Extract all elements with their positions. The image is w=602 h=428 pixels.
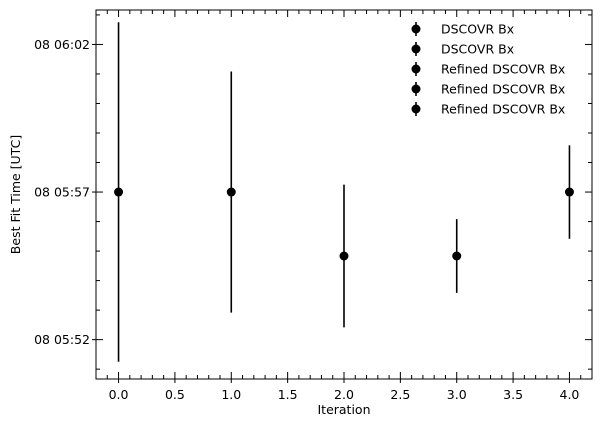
axis-ticks: 0.0 0.5 1.0 1.5 2.0 2.5 3.0 3.5 4.0 08 05:52 08 05…	[34, 10, 593, 402]
x-tick-label: 2.0	[334, 387, 354, 402]
x-tick-label: 2.5	[390, 387, 410, 402]
legend-label: DSCOVR Bx	[441, 22, 514, 37]
data-point	[564, 187, 574, 197]
x-tick-label: 0.5	[165, 387, 185, 402]
data-point	[226, 187, 236, 197]
data-point	[114, 187, 124, 197]
x-tick-label: 3.5	[503, 387, 523, 402]
y-tick-label: 08 06:02	[34, 37, 90, 52]
x-tick-label: 4.0	[560, 387, 580, 402]
legend-marker	[411, 44, 421, 54]
legend-label: Refined DSCOVR Bx	[441, 82, 565, 97]
plot-frame	[95, 9, 593, 380]
legend-label: Refined DSCOVR Bx	[441, 62, 565, 77]
legend: DSCOVR Bx DSCOVR Bx Refined DSCOVR Bx Refin…	[411, 22, 565, 117]
legend-marker	[411, 24, 421, 34]
data-point	[452, 251, 462, 261]
legend-marker	[411, 84, 421, 94]
data-point	[339, 251, 349, 261]
y-tick-label: 08 05:57	[34, 185, 90, 200]
legend-marker	[411, 64, 421, 74]
legend-marker	[411, 104, 421, 114]
x-tick-label: 0.0	[109, 387, 129, 402]
x-tick-label: 1.0	[221, 387, 241, 402]
legend-label: Refined DSCOVR Bx	[441, 102, 565, 117]
plot-data	[114, 22, 574, 362]
y-axis-label: Best Fit Time [UTC]	[8, 135, 23, 254]
x-axis-label: Iteration	[317, 402, 370, 417]
x-tick-label: 1.5	[278, 387, 298, 402]
legend-label: DSCOVR Bx	[441, 42, 514, 57]
y-tick-label: 08 05:52	[34, 332, 90, 347]
x-tick-label: 3.0	[447, 387, 467, 402]
